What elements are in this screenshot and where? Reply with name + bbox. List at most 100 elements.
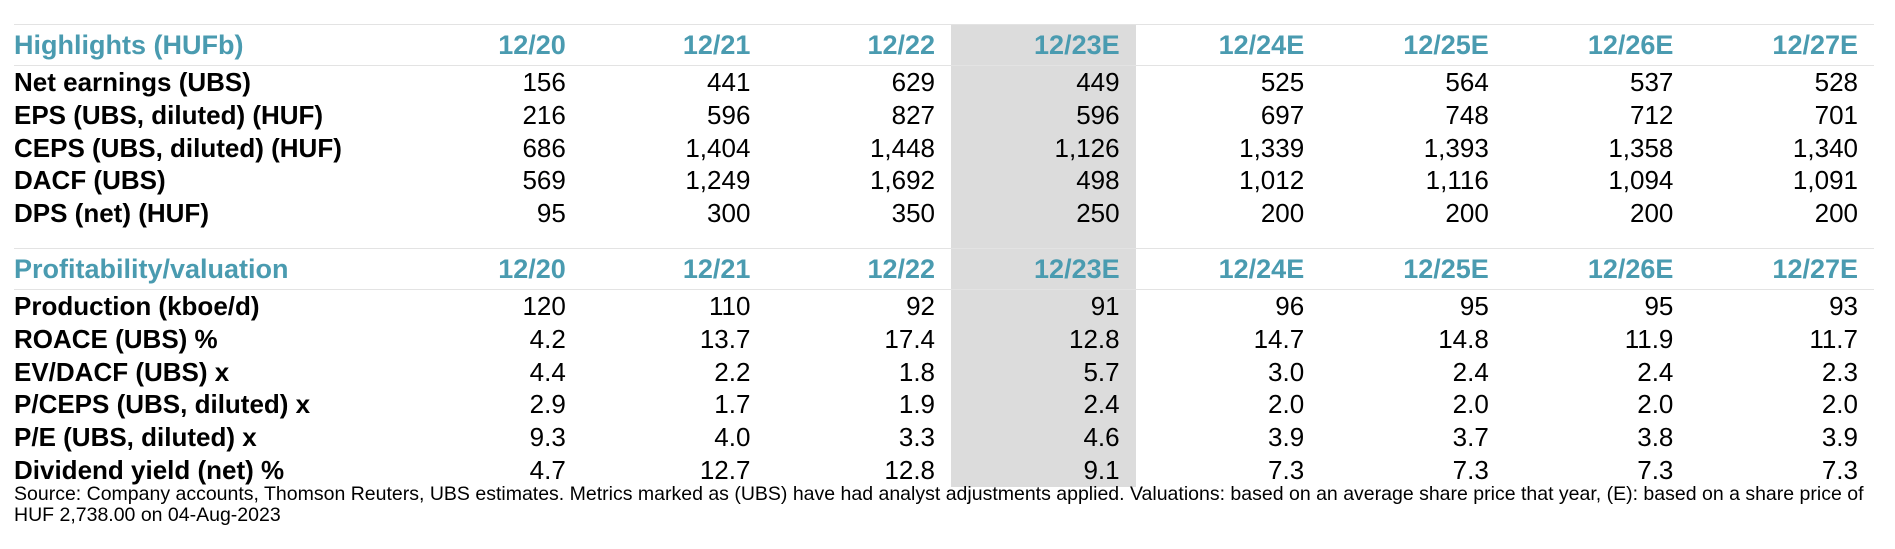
table-cell: 17.4 [884, 323, 936, 354]
spacer-cell [766, 230, 951, 249]
column-header: 12/22 [766, 247, 952, 290]
table-cell: 14.8 [1438, 323, 1489, 354]
table-cell: 2.9 [529, 389, 566, 420]
table-cell: 441 [707, 67, 751, 97]
column-header: 12/23E [951, 247, 1136, 290]
spacer-cell [14, 230, 397, 249]
table-cell: 300 [707, 198, 751, 229]
table-cell: 11.7 [1809, 323, 1858, 354]
table-cell: 2.4 [1452, 356, 1489, 387]
row-label: Dividend yield (net) % [14, 454, 285, 485]
table-cell: 95 [536, 198, 566, 229]
table-cell: 712 [1630, 99, 1674, 130]
source-note: Source: Company accounts, Thomson Reuter… [14, 483, 1864, 526]
table-cell: 4.2 [529, 323, 566, 354]
table-cell: 3.0 [1268, 356, 1305, 387]
row-label: EPS (UBS, diluted) (HUF) [14, 99, 324, 130]
table-row: Production (kboe/d) 120 110 92 91 96 95 95 93 [14, 289, 1874, 323]
table-cell: 1,340 [1792, 132, 1858, 163]
table-cell: 1,126 [951, 131, 1136, 165]
table-row: CEPS (UBS, diluted) (HUF) 686 1,404 1,448 1,… [14, 131, 1874, 165]
spacer-cell [951, 229, 1136, 249]
table-cell: 4.4 [529, 356, 566, 387]
column-header: 12/20 [397, 24, 582, 66]
table-cell: 110 [708, 290, 751, 321]
table-row: Dividend yield (net) % 4.7 12.7 12.8 9.1 7.3 7… [14, 453, 1874, 487]
table-cell: 525 [1260, 67, 1305, 97]
table-cell: 686 [522, 132, 566, 163]
row-label: DACF (UBS) [14, 165, 166, 196]
spacer-cell [1136, 230, 1321, 249]
financial-summary: Highlights (HUFb) 12/20 12/21 12/22 12/23E 12… [14, 24, 1874, 487]
table-cell: 2.4 [1637, 356, 1674, 387]
table-cell: 1,404 [685, 132, 751, 163]
table-cell: 1,094 [1608, 165, 1674, 196]
table-cell: 701 [1814, 99, 1858, 130]
row-label: ROACE (UBS) % [14, 323, 218, 354]
table-body: Highlights (HUFb) 12/20 12/21 12/22 12/23E 12… [14, 24, 1874, 487]
column-header: 12/25E [1320, 247, 1505, 290]
table-cell: 2.4 [951, 388, 1136, 422]
table-cell: 827 [891, 99, 936, 130]
table-cell: 1,358 [1608, 132, 1674, 163]
table-row: DACF (UBS) 569 1,249 1,692 498 1,012 1,116 1,09… [14, 164, 1874, 198]
column-header: 12/20 [397, 247, 582, 290]
table-row: EV/DACF (UBS) x 4.4 2.2 1.8 5.7 3.0 2.4 2.4 2.3 [14, 355, 1874, 389]
financial-table: Highlights (HUFb) 12/20 12/21 12/22 12/23E 12… [14, 24, 1874, 487]
table-row: ROACE (UBS) % 4.2 13.7 17.4 12.8 14.7 14.8 11.9… [14, 322, 1874, 356]
spacer-cell [1689, 230, 1874, 249]
row-label: Production (kboe/d) [14, 290, 260, 321]
column-header: 12/22 [766, 24, 952, 66]
column-header: 12/23E [951, 24, 1136, 66]
spacer-cell [1505, 230, 1690, 249]
table-cell: 216 [522, 99, 566, 130]
table-cell: 95 [1459, 290, 1489, 321]
column-header: 12/21 [581, 247, 767, 290]
spacer-cell [397, 230, 582, 249]
table-cell: 200 [1260, 198, 1305, 229]
table-cell: 93 [1829, 290, 1858, 321]
table-cell: 250 [951, 197, 1136, 230]
table-cell: 120 [522, 290, 566, 321]
row-label: Net earnings (UBS) [14, 67, 251, 97]
table-cell: 92 [906, 290, 936, 321]
table-cell: 11.9 [1624, 323, 1674, 354]
table-cell: 200 [1814, 198, 1858, 229]
table-cell: 697 [1260, 99, 1305, 130]
table-cell: 569 [522, 165, 566, 196]
table-cell: 748 [1445, 99, 1489, 130]
table-cell: 200 [1445, 198, 1489, 229]
table-cell: 1.9 [898, 389, 936, 420]
table-cell: 95 [1644, 290, 1674, 321]
table-cell: 1.7 [714, 389, 751, 420]
table-cell: 7.3 [1821, 454, 1858, 485]
table-cell: 5.7 [951, 355, 1136, 389]
table-cell: 1.8 [898, 356, 936, 387]
table-cell: 2.0 [1452, 389, 1489, 420]
row-label: P/CEPS (UBS, diluted) x [14, 389, 311, 420]
table-cell: 12.8 [884, 454, 936, 485]
table-cell: 1,012 [1239, 165, 1305, 196]
table-cell: 537 [1630, 67, 1674, 97]
row-label: P/E (UBS, diluted) x [14, 422, 257, 453]
table-cell: 498 [951, 164, 1136, 198]
table-cell: 528 [1814, 67, 1858, 97]
table-cell: 3.9 [1268, 422, 1305, 453]
table-cell: 350 [891, 198, 936, 229]
table-cell: 3.8 [1637, 422, 1674, 453]
column-header: 12/21 [581, 24, 767, 66]
table-cell: 1,448 [869, 132, 936, 163]
table-cell: 156 [522, 67, 566, 97]
table-cell: 1,692 [869, 165, 936, 196]
table-cell: 2.0 [1268, 389, 1305, 420]
table-row: P/E (UBS, diluted) x 9.3 4.0 3.3 4.6 3.9 3.7 3.… [14, 421, 1874, 454]
profitability-header-row: Profitability/valuation 12/20 12/21 12/22 12… [14, 247, 1874, 290]
spacer-cell [1320, 230, 1505, 249]
table-cell: 7.3 [1268, 454, 1305, 485]
table-cell: 9.3 [529, 422, 566, 453]
table-row: DPS (net) (HUF) 95 300 350 250 200 200 200 200 [14, 197, 1874, 230]
table-cell: 91 [951, 289, 1136, 323]
table-cell: 2.0 [1637, 389, 1674, 420]
column-header: 12/24E [1135, 24, 1321, 66]
column-header: 12/26E [1504, 247, 1690, 290]
